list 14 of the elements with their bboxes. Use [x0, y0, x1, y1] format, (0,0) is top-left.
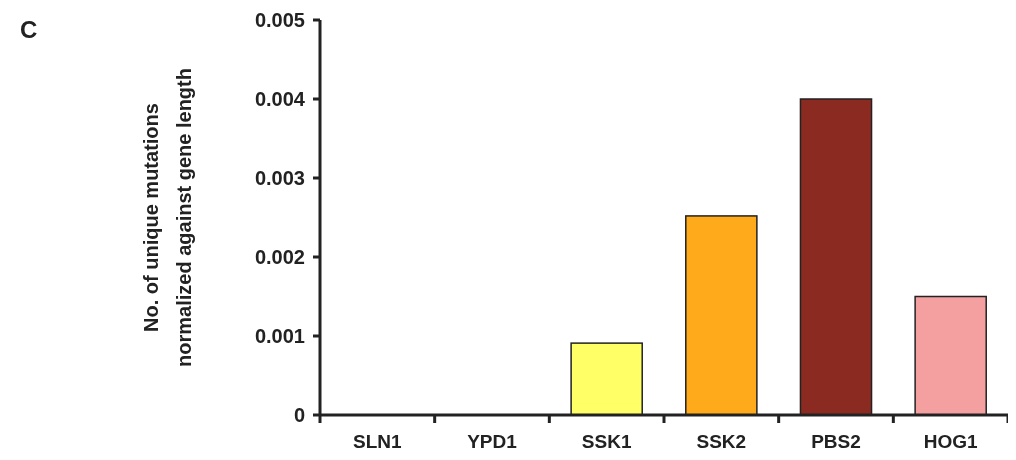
- x-tick-label: PBS2: [811, 431, 861, 452]
- x-tick-label: YPD1: [467, 431, 518, 452]
- y-tick-label: 0.003: [254, 167, 305, 189]
- x-tick-label: SLN1: [353, 431, 403, 452]
- y-tick-label: 0.002: [254, 246, 305, 268]
- y-tick-label: 0.001: [254, 325, 305, 347]
- y-tick-label: 0.005: [254, 9, 305, 31]
- x-tick-label: SSK1: [581, 431, 632, 452]
- x-tick-label: HOG1: [923, 431, 979, 452]
- y-tick-label: 0.004: [254, 88, 306, 110]
- text: C: [20, 16, 38, 43]
- y-axis-title: No. of unique mutations normalized against gene length: [140, 68, 195, 367]
- x-tick-label: SSK2: [696, 431, 747, 452]
- y-tick-label: 0: [293, 404, 305, 426]
